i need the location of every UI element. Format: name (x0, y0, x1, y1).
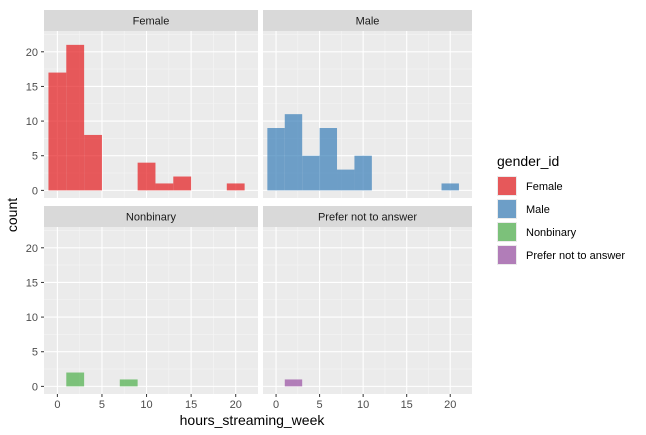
y-tick-label: 0 (32, 185, 38, 197)
histogram-bar-female (137, 162, 156, 191)
histogram-bar-prefer-not-to-answer (284, 379, 303, 387)
facet-strip-female (44, 10, 258, 31)
legend-label: Female (526, 181, 563, 193)
facet-female: Female (44, 10, 258, 198)
legend: gender_id Female Male Nonbinary Prefer not … (497, 153, 625, 265)
facet-strip-label-male: Male (356, 16, 380, 28)
y-tick-label: 10 (26, 312, 38, 324)
facet-strip-prefer-not-to-answer (263, 206, 472, 227)
facet-strip-label-prefer-not-to-answer: Prefer not to answer (318, 212, 417, 224)
legend-label: Nonbinary (526, 227, 577, 239)
legend-item-female: Female (497, 176, 563, 196)
facets-layer: Female Male Nonbinary Prefer not to answer (44, 10, 472, 394)
legend-key-swatch (498, 246, 516, 264)
histogram-bar-nonbinary (119, 379, 138, 387)
histogram-bar-male (354, 155, 372, 191)
legend-key-swatch (498, 223, 516, 241)
facet-strip-label-nonbinary: Nonbinary (126, 212, 177, 224)
histogram-bar-female (226, 183, 245, 191)
legend-key-swatch (498, 177, 516, 195)
facet-strip-nonbinary (44, 206, 258, 227)
x-tick-label: 5 (99, 399, 105, 411)
legend-label: Prefer not to answer (526, 250, 625, 262)
histogram-bar-female (173, 176, 192, 191)
facet-nonbinary: Nonbinary (44, 206, 258, 394)
x-tick-label: 5 (317, 399, 323, 411)
x-tick-label: 10 (140, 399, 152, 411)
histogram-bar-female (84, 134, 102, 191)
histogram-bar-male (267, 128, 285, 191)
x-axis-title: hours_streaming_week (180, 412, 326, 428)
x-tick-label: 15 (185, 399, 197, 411)
x-tick-label: 0 (273, 399, 279, 411)
y-tick-label: 0 (32, 381, 38, 393)
x-tick-label: 10 (357, 399, 369, 411)
legend-key-swatch (498, 200, 516, 218)
facet-prefer-not-to-answer: Prefer not to answer (263, 206, 472, 394)
y-tick-label: 5 (32, 151, 38, 163)
histogram-bar-nonbinary (66, 372, 85, 387)
x-tick-label: 15 (401, 399, 413, 411)
x-tick-label: 0 (54, 399, 60, 411)
y-tick-label: 20 (26, 243, 38, 255)
y-tick-label: 15 (26, 277, 38, 289)
y-tick-label: 10 (26, 116, 38, 128)
histogram-bar-male (302, 155, 320, 191)
legend-title: gender_id (497, 153, 559, 169)
y-tick-label: 5 (32, 347, 38, 359)
histogram-bar-female (48, 72, 67, 191)
y-axis-title: count (4, 198, 20, 232)
histogram-bar-male (441, 183, 459, 191)
histogram-bar-female (155, 183, 174, 191)
facet-strip-male (263, 10, 472, 31)
legend-item-prefer-not-to-answer: Prefer not to answer (497, 245, 625, 265)
histogram-bar-male (337, 169, 355, 191)
axes-layer: 0 5 10 15 20 0 5 10 15 20 0 5 10 15 20 0 5 10 15 20 (26, 47, 457, 411)
histogram-bar-male (319, 128, 338, 191)
legend-label: Male (526, 204, 550, 216)
facet-male: Male (263, 10, 472, 198)
histogram-bar-female (66, 44, 85, 191)
facet-strip-label-female: Female (133, 16, 170, 28)
x-tick-label: 20 (444, 399, 456, 411)
histogram-bar-male (284, 114, 303, 191)
y-tick-label: 15 (26, 81, 38, 93)
x-tick-label: 20 (230, 399, 242, 411)
legend-item-nonbinary: Nonbinary (497, 222, 577, 242)
legend-item-male: Male (497, 199, 550, 219)
y-tick-label: 20 (26, 47, 38, 59)
